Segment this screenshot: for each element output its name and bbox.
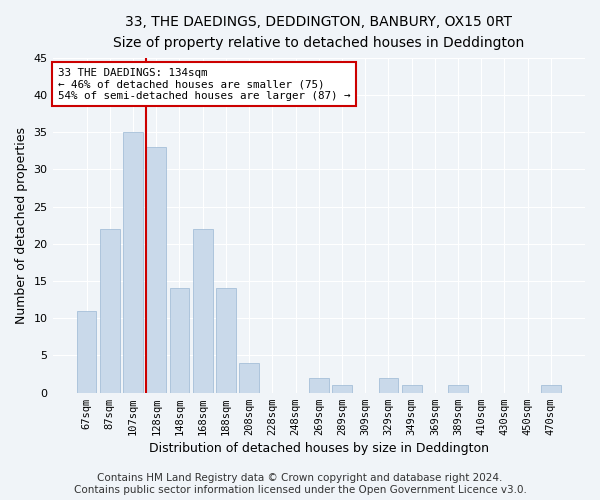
Bar	[309, 378, 329, 392]
Bar	[77, 311, 97, 392]
Bar	[123, 132, 143, 392]
Bar	[332, 386, 352, 392]
Bar	[193, 229, 212, 392]
X-axis label: Distribution of detached houses by size in Deddington: Distribution of detached houses by size …	[149, 442, 489, 455]
Bar	[216, 288, 236, 393]
Text: 33 THE DAEDINGS: 134sqm
← 46% of detached houses are smaller (75)
54% of semi-de: 33 THE DAEDINGS: 134sqm ← 46% of detache…	[58, 68, 350, 101]
Bar	[146, 147, 166, 392]
Bar	[170, 288, 190, 393]
Bar	[448, 386, 468, 392]
Bar	[402, 386, 422, 392]
Y-axis label: Number of detached properties: Number of detached properties	[15, 126, 28, 324]
Bar	[100, 229, 119, 392]
Text: Contains HM Land Registry data © Crown copyright and database right 2024.
Contai: Contains HM Land Registry data © Crown c…	[74, 474, 526, 495]
Bar	[239, 363, 259, 392]
Bar	[379, 378, 398, 392]
Title: 33, THE DAEDINGS, DEDDINGTON, BANBURY, OX15 0RT
Size of property relative to det: 33, THE DAEDINGS, DEDDINGTON, BANBURY, O…	[113, 15, 524, 50]
Bar	[541, 386, 561, 392]
